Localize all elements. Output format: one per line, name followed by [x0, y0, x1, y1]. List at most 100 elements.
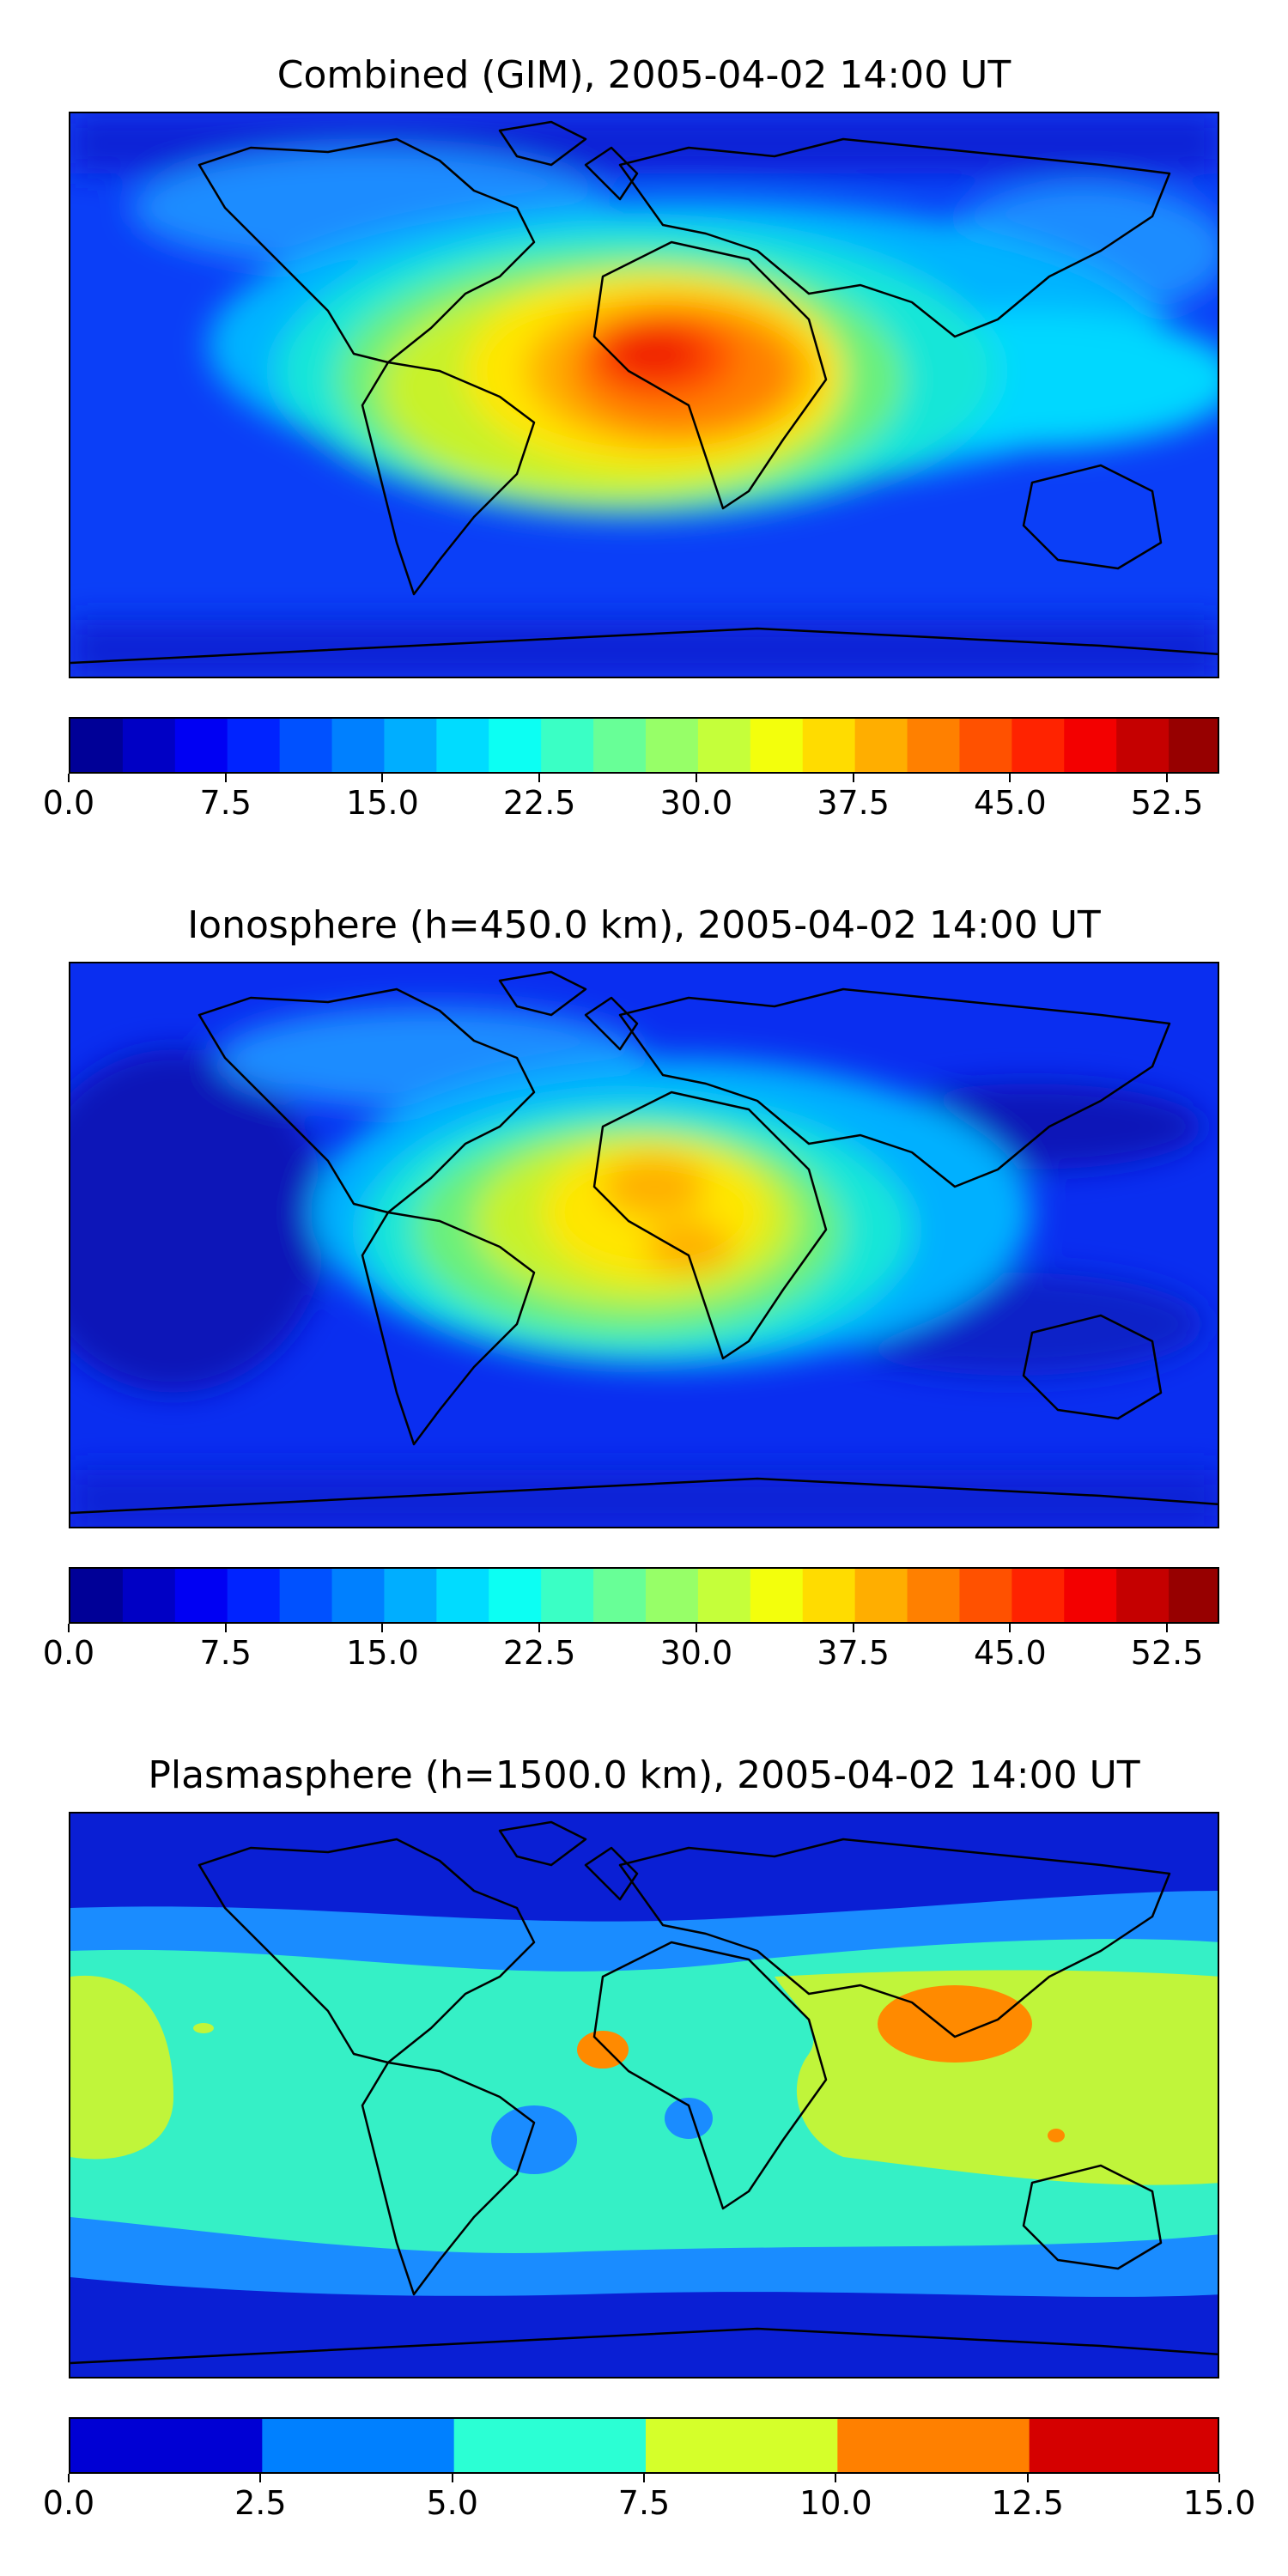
colorbar-level-2: [174, 1569, 228, 1622]
colorbar-tick-label: 45.0: [974, 1634, 1047, 1672]
colorbar-svg-ionosphere: [70, 1569, 1218, 1622]
colorbar-level-19: [1064, 1569, 1117, 1622]
colorbar-level-9: [541, 719, 594, 772]
colorbar-tick: [852, 1624, 854, 1632]
colorbar-tick-label: 37.5: [817, 1634, 890, 1672]
colorbar-tick-label: 15.0: [346, 784, 419, 822]
colorbar-tick-label: 30.0: [659, 784, 733, 822]
colorbar-tick: [68, 2474, 70, 2482]
colorbar-level-1: [262, 2419, 455, 2472]
colorbar-level-21: [1169, 719, 1218, 772]
colorbar-level-13: [750, 1569, 804, 1622]
colorbar-ticks-plasmasphere: 0.0 2.5 5.0 7.5 10.0 12.5 15.0: [43, 2474, 1255, 2525]
colorbar-tick: [1166, 1624, 1169, 1632]
colorbar-level-1: [122, 719, 176, 772]
colorbar-tick: [695, 1624, 697, 1632]
colorbar-tick: [381, 1624, 384, 1632]
colorbar-tick: [538, 1624, 541, 1632]
colorbar-tick-label: 5.0: [426, 2484, 478, 2522]
colorbar-level-8: [489, 719, 542, 772]
colorbar-tick: [224, 774, 227, 782]
colorbar-level-3: [227, 1569, 281, 1622]
colorbar-tick: [1009, 1624, 1012, 1632]
coastlines: [70, 120, 1218, 665]
colorbar-level-19: [1064, 719, 1117, 772]
colorbar-tick: [1166, 774, 1169, 782]
colorbar-level-4: [837, 2419, 1030, 2472]
colorbar-level-20: [1116, 1569, 1170, 1622]
colorbar-tick-label: 10.0: [799, 2484, 872, 2522]
colorbar-tick: [695, 774, 697, 782]
colorbar-level-18: [1012, 1569, 1065, 1622]
colorbar-level-7: [436, 1569, 489, 1622]
colorbar-level-6: [384, 1569, 437, 1622]
map-combined: [69, 112, 1219, 678]
colorbar-level-21: [1169, 1569, 1218, 1622]
colorbar-level-10: [593, 1569, 647, 1622]
colorbar-tick-label: 37.5: [817, 784, 890, 822]
colorbar-tick-label: 45.0: [974, 784, 1047, 822]
panel-title: Combined (GIM), 2005-04-02 14:00 UT: [276, 53, 1012, 97]
colorbar-level-4: [279, 719, 333, 772]
colorbar-level-11: [646, 719, 699, 772]
colorbar-level-13: [750, 719, 804, 772]
colorbar-tick: [451, 2474, 453, 2482]
colorbar-level-16: [907, 1569, 961, 1622]
coastlines: [70, 1820, 1218, 2365]
colorbar-tick-label: 7.5: [617, 2484, 671, 2522]
colorbar-combined: [69, 717, 1219, 774]
colorbar-tick-label: 22.5: [502, 784, 576, 822]
colorbar-ticks-combined: 0.0 7.5 15.0 22.5 30.0 37.5 45.0 52.5: [43, 774, 1219, 825]
colorbar-level-12: [697, 719, 751, 772]
colorbar-tick: [538, 774, 541, 782]
colorbar-level-7: [436, 719, 489, 772]
colorbar-level-6: [384, 719, 437, 772]
colorbar-level-12: [697, 1569, 751, 1622]
colorbar-level-18: [1012, 719, 1065, 772]
colorbar-tick: [852, 774, 854, 782]
colorbar-tick-label: 30.0: [659, 1634, 733, 1672]
colorbar-level-8: [489, 1569, 542, 1622]
colorbar-level-5: [1029, 2419, 1218, 2472]
colorbar-level-20: [1116, 719, 1170, 772]
colorbar-tick: [259, 2474, 262, 2482]
colorbar-level-14: [802, 719, 856, 772]
colorbar-level-11: [646, 1569, 699, 1622]
colorbar-level-15: [854, 1569, 908, 1622]
map-plasmasphere: [69, 1812, 1219, 2379]
colorbar-level-2: [453, 2419, 647, 2472]
colorbar-tick-label: 15.0: [346, 1634, 419, 1672]
colorbar-tick: [643, 2474, 645, 2482]
colorbar-level-3: [646, 2419, 838, 2472]
colorbar-level-5: [331, 1569, 386, 1622]
colorbar-level-17: [959, 719, 1012, 772]
colorbar-tick-label: 7.5: [199, 1634, 252, 1672]
colorbar-level-17: [959, 1569, 1012, 1622]
colorbar-tick: [224, 1624, 227, 1632]
colorbar-level-1: [122, 1569, 176, 1622]
colorbar-ticks-ionosphere: 0.0 7.5 15.0 22.5 30.0 37.5 45.0 52.5: [43, 1624, 1219, 1675]
panel-title: Ionosphere (h=450.0 km), 2005-04-02 14:0…: [187, 903, 1101, 947]
colorbar-tick-label: 0.0: [42, 784, 95, 822]
colorbar-tick-label: 7.5: [199, 784, 252, 822]
colorbar-tick-label: 0.0: [42, 1634, 95, 1672]
colorbar-tick-label: 22.5: [502, 1634, 576, 1672]
colorbar-level-2: [174, 719, 228, 772]
colorbar-tick: [1218, 2474, 1220, 2482]
colorbar-tick: [835, 2474, 837, 2482]
colorbar-tick: [68, 1624, 70, 1632]
colorbar-tick-label: 0.0: [42, 2484, 95, 2522]
colorbar-svg-plasmasphere: [70, 2419, 1218, 2472]
colorbar-level-0: [70, 2419, 263, 2472]
colorbar-tick-label: 52.5: [1130, 1634, 1204, 1672]
colorbar-plasmasphere: [69, 2417, 1219, 2474]
colorbar-level-5: [331, 719, 386, 772]
colorbar-ionosphere: [69, 1567, 1219, 1624]
colorbar-level-0: [70, 1569, 124, 1622]
colorbar-level-9: [541, 1569, 594, 1622]
colorbar-level-0: [70, 719, 124, 772]
colorbar-svg-combined: [70, 719, 1218, 772]
colorbar-tick-label: 12.5: [991, 2484, 1064, 2522]
panel-title: Plasmasphere (h=1500.0 km), 2005-04-02 1…: [148, 1753, 1140, 1797]
colorbar-tick-label: 52.5: [1130, 784, 1204, 822]
